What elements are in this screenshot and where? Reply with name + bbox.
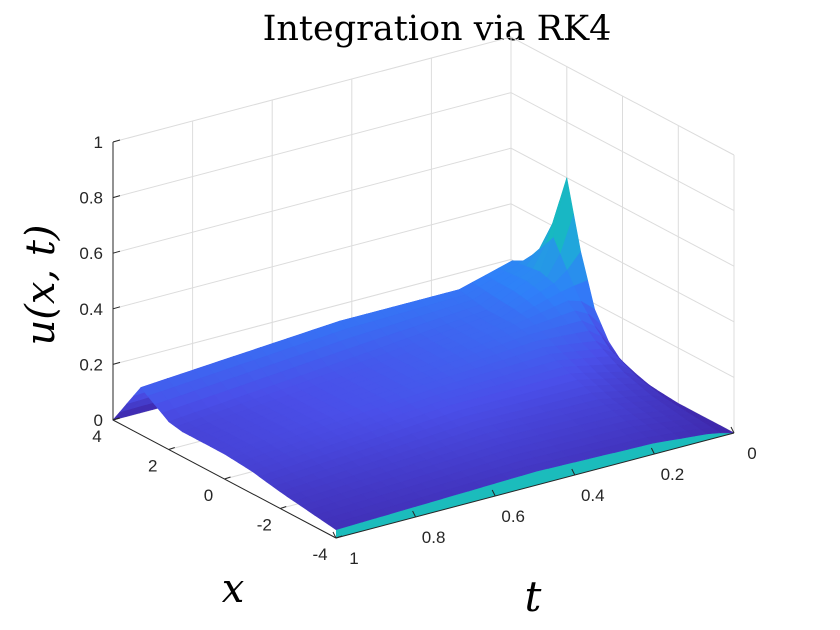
- t-tick-mark: [332, 531, 337, 539]
- x-tick-mark: [224, 476, 231, 480]
- x-tick-mark: [335, 535, 343, 539]
- x-tick-label: -4: [312, 545, 327, 564]
- x-tick-mark: [280, 506, 287, 509]
- x-tick-label: 4: [92, 427, 101, 446]
- t-tick-label: 0: [747, 444, 756, 463]
- grid-line: [112, 36, 735, 156]
- t-tick-label: 1: [349, 549, 358, 568]
- t-tick-mark: [491, 489, 496, 497]
- t-tick-mark: [650, 447, 655, 455]
- t-tick-label: 0.4: [581, 486, 605, 505]
- x-tick-label: 2: [148, 457, 157, 476]
- z-tick-mark: [112, 139, 121, 143]
- t-tick-mark: [730, 426, 735, 434]
- z-tick-mark: [112, 250, 121, 254]
- z-tick-mark: [112, 306, 121, 310]
- z-tick-label: 0.6: [79, 244, 103, 263]
- z-tick-label: 0: [94, 411, 103, 430]
- t-tick-label: 0.8: [422, 528, 446, 547]
- x-tick-mark: [168, 447, 175, 450]
- z-tick-label: 1: [94, 133, 103, 152]
- z-tick-label: 0.8: [79, 189, 103, 208]
- t-tick-label: 0.6: [501, 507, 525, 526]
- x-tick-label: 0: [204, 486, 213, 505]
- z-tick-label: 0.4: [79, 300, 103, 319]
- t-tick-labels: 0 0.2 0.4 0.6 0.8 1: [349, 444, 756, 568]
- axis-lines: [112, 139, 735, 539]
- z-tick-mark: [112, 361, 121, 365]
- t-axis-line: [335, 432, 735, 539]
- x-tick-labels: 4 2 0 -2 -4: [92, 427, 327, 564]
- grid-line: [112, 92, 735, 212]
- chart-title: Integration via RK4: [263, 9, 612, 49]
- x-tick-label: -2: [257, 516, 272, 535]
- z-tick-label: 0.2: [79, 355, 103, 374]
- x-axis-label: x: [222, 566, 245, 612]
- x-tick-mark: [112, 417, 120, 421]
- t-axis-label: t: [525, 572, 542, 621]
- z-axis-label: u(x, t): [18, 224, 64, 345]
- t-tick-mark: [412, 510, 417, 518]
- z-tick-mark: [112, 195, 121, 199]
- z-tick-labels: 0 0.2 0.4 0.6 0.8 1: [79, 133, 103, 430]
- grid-line: [112, 147, 735, 267]
- t-tick-label: 0.2: [661, 465, 685, 484]
- t-tick-mark: [571, 468, 576, 476]
- surface-mesh: [112, 177, 735, 538]
